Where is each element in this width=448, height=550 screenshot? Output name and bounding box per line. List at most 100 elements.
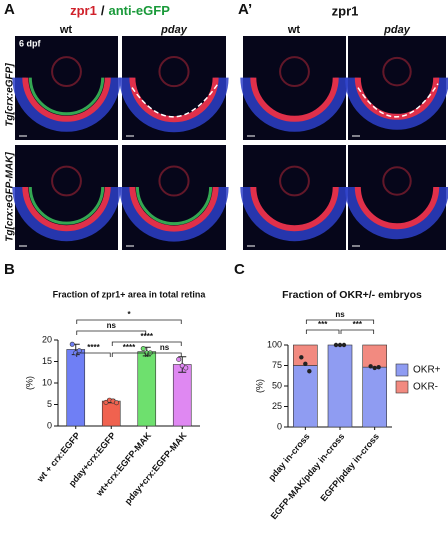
photoreceptors xyxy=(250,186,339,232)
legend-swatch xyxy=(395,380,409,394)
y-tick-label: 100 xyxy=(267,339,282,349)
lens xyxy=(382,166,412,196)
data-point xyxy=(372,365,377,371)
y-tick-label: 10 xyxy=(42,377,52,387)
bar-segment xyxy=(362,366,387,428)
lens xyxy=(279,165,310,197)
photoreceptors xyxy=(129,77,219,123)
column-label: pday xyxy=(160,24,188,36)
tissue xyxy=(12,186,121,242)
x-tick-label: pday+crx:EGFP-MAK xyxy=(123,430,189,506)
chart-title: Fraction of zpr1+ area in total retina xyxy=(53,289,207,299)
significance-label: ns xyxy=(160,343,170,352)
y-tick-label: 5 xyxy=(47,399,52,409)
panel-title: zpr1 xyxy=(332,3,359,18)
egfp xyxy=(28,186,105,225)
data-point xyxy=(307,369,312,374)
y-tick-label: 20 xyxy=(42,334,52,344)
significance-bracket xyxy=(111,352,147,357)
bar-segment xyxy=(327,344,353,428)
photoreceptors xyxy=(22,186,111,232)
panel-title: zpr1 /anti-eGFP xyxy=(70,3,170,18)
lens xyxy=(51,165,82,197)
data-point xyxy=(303,361,308,367)
x-tick-label: EGFP/pday in-cross xyxy=(318,431,381,503)
data-point xyxy=(114,400,120,406)
data-point xyxy=(337,342,343,348)
lens xyxy=(158,56,190,88)
legend-label: OKR+ xyxy=(413,365,441,376)
data-point xyxy=(183,365,189,371)
tissue xyxy=(119,186,229,242)
y-tick-label: 0 xyxy=(277,421,282,431)
significance-label: **** xyxy=(87,343,100,352)
data-point xyxy=(179,363,185,369)
chart-title: Fraction of OKR+/- embryos xyxy=(282,289,422,301)
tissue xyxy=(344,77,448,130)
significance-bracket xyxy=(305,329,340,334)
bar xyxy=(66,349,86,427)
lens xyxy=(382,56,412,87)
row-label: Tg[crx:eGFP-MAK] xyxy=(5,152,16,242)
photoreceptors xyxy=(129,186,219,232)
tissue xyxy=(12,77,121,132)
y-tick-label: 50 xyxy=(272,380,282,390)
panel-label: C xyxy=(234,261,245,278)
y-axis-label: (%) xyxy=(24,376,34,390)
bar xyxy=(172,364,192,427)
data-point xyxy=(299,355,304,360)
lens xyxy=(279,56,310,88)
y-tick-label: 15 xyxy=(42,356,52,366)
data-point xyxy=(69,341,75,347)
data-point xyxy=(368,364,373,369)
significance-bracket xyxy=(76,319,182,324)
significance-label: **** xyxy=(123,343,136,352)
panel-label: A’ xyxy=(238,1,252,18)
data-point xyxy=(140,346,146,352)
panel-label: B xyxy=(4,261,15,278)
photoreceptors xyxy=(250,77,339,122)
tissue xyxy=(344,186,448,240)
data-point xyxy=(103,399,109,405)
significance-label: *** xyxy=(318,320,328,329)
panel-label: A xyxy=(4,1,15,18)
photoreceptors xyxy=(22,77,111,122)
tissue xyxy=(119,77,229,133)
y-tick-label: 0 xyxy=(47,420,52,430)
data-point xyxy=(333,342,339,348)
significance-bracket xyxy=(147,352,182,357)
lens xyxy=(51,56,82,88)
significance-bracket xyxy=(305,319,375,324)
column-label: wt xyxy=(59,24,73,36)
significance-label: * xyxy=(127,310,131,319)
bar-segment xyxy=(362,344,387,368)
legend-swatch xyxy=(395,363,409,377)
significance-bracket xyxy=(76,330,147,335)
title-part: / xyxy=(101,3,105,18)
data-point xyxy=(76,348,82,354)
significance-label: *** xyxy=(353,320,363,329)
tissue xyxy=(240,186,349,242)
data-point xyxy=(176,356,182,362)
tissue xyxy=(240,77,349,132)
significance-bracket xyxy=(111,341,182,346)
bar xyxy=(137,351,157,427)
bar-segment xyxy=(293,365,318,428)
data-point xyxy=(341,342,347,348)
data-point xyxy=(376,364,381,370)
significance-label: ns xyxy=(335,310,345,319)
y-axis-label: (%) xyxy=(254,379,264,393)
micrographs xyxy=(12,36,448,250)
stage-label: 6 dpf xyxy=(19,38,42,48)
title-part: anti-eGFP xyxy=(108,3,170,18)
column-label: wt xyxy=(287,24,301,36)
dashed-outline xyxy=(357,83,439,118)
egfp xyxy=(135,186,213,226)
significance-bracket xyxy=(76,352,111,357)
lens xyxy=(158,165,190,197)
significance-label: **** xyxy=(141,332,154,341)
photoreceptors xyxy=(354,186,440,230)
significance-label: ns xyxy=(107,321,117,330)
egfp xyxy=(28,77,105,116)
